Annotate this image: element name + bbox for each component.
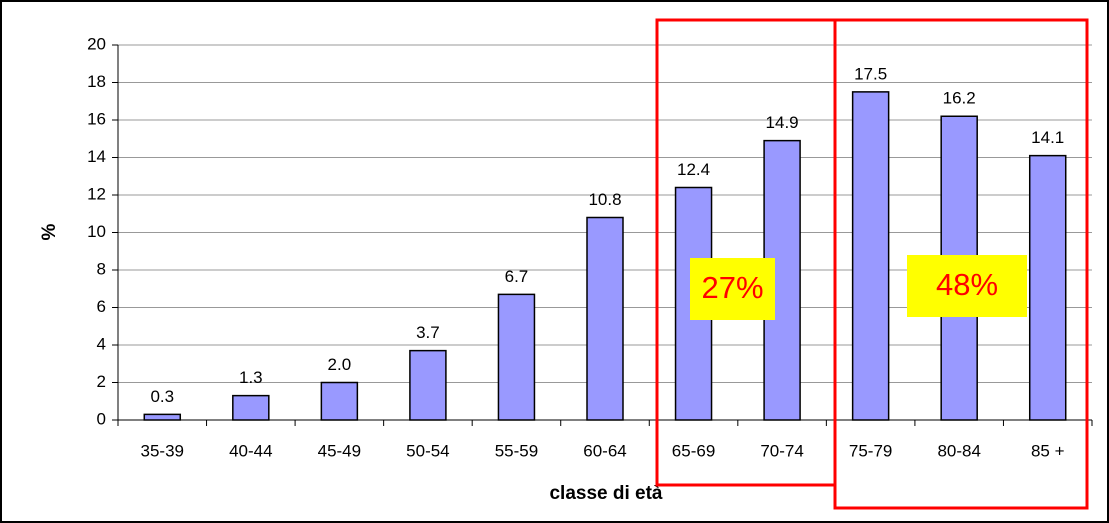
x-tick-label: 45-49	[318, 441, 361, 460]
annotation: 48%	[936, 267, 998, 302]
x-tick-label: 40-44	[229, 441, 272, 460]
x-tick-label: 70-74	[760, 441, 803, 460]
y-tick-label: 16	[87, 109, 106, 128]
x-axis-title: classe di età	[549, 483, 662, 504]
bar	[143, 413, 182, 421]
value-label: 14.1	[1031, 128, 1064, 147]
y-tick-label: 12	[87, 184, 106, 203]
bar	[1028, 154, 1067, 421]
y-tick-label: 0	[97, 409, 106, 428]
x-tick-label: 65-69	[672, 441, 715, 460]
value-label: 12.4	[677, 160, 710, 179]
x-tick-label: 60-64	[583, 441, 626, 460]
x-tick-label: 50-54	[406, 441, 449, 460]
x-tick-label: 85 +	[1031, 441, 1065, 460]
annotation-box	[690, 258, 775, 320]
y-tick-label: 10	[87, 222, 106, 241]
value-label: 14.9	[766, 113, 799, 132]
x-tick-label: 80-84	[937, 441, 980, 460]
annotation-box	[907, 255, 1027, 317]
x-tick-label: 35-39	[141, 441, 184, 460]
value-label: 2.0	[328, 355, 352, 374]
bar	[320, 381, 359, 421]
x-tick-label: 75-79	[849, 441, 892, 460]
y-tick-label: 4	[97, 334, 106, 353]
bar	[497, 293, 536, 421]
value-label: 16.2	[943, 89, 976, 108]
bar	[232, 394, 270, 421]
value-label: 10.8	[588, 190, 621, 209]
y-tick-label: 18	[87, 72, 106, 91]
y-tick-label: 6	[97, 297, 106, 316]
bar	[409, 349, 447, 421]
bar	[586, 216, 624, 421]
y-tick-label: 8	[97, 259, 106, 278]
y-axis-title: %	[39, 223, 60, 240]
value-label: 0.3	[150, 387, 174, 406]
y-tick-label: 20	[87, 34, 106, 53]
bar	[851, 91, 890, 421]
y-tick-label: 14	[87, 147, 106, 166]
value-label: 3.7	[416, 323, 440, 342]
value-label: 6.7	[505, 267, 529, 286]
annotation: 27%	[701, 270, 763, 305]
x-tick-label: 55-59	[495, 441, 538, 460]
group-box	[833, 18, 1089, 510]
y-tick-label: 2	[97, 372, 106, 391]
value-label: 17.5	[854, 64, 887, 83]
value-label: 1.3	[239, 368, 263, 387]
